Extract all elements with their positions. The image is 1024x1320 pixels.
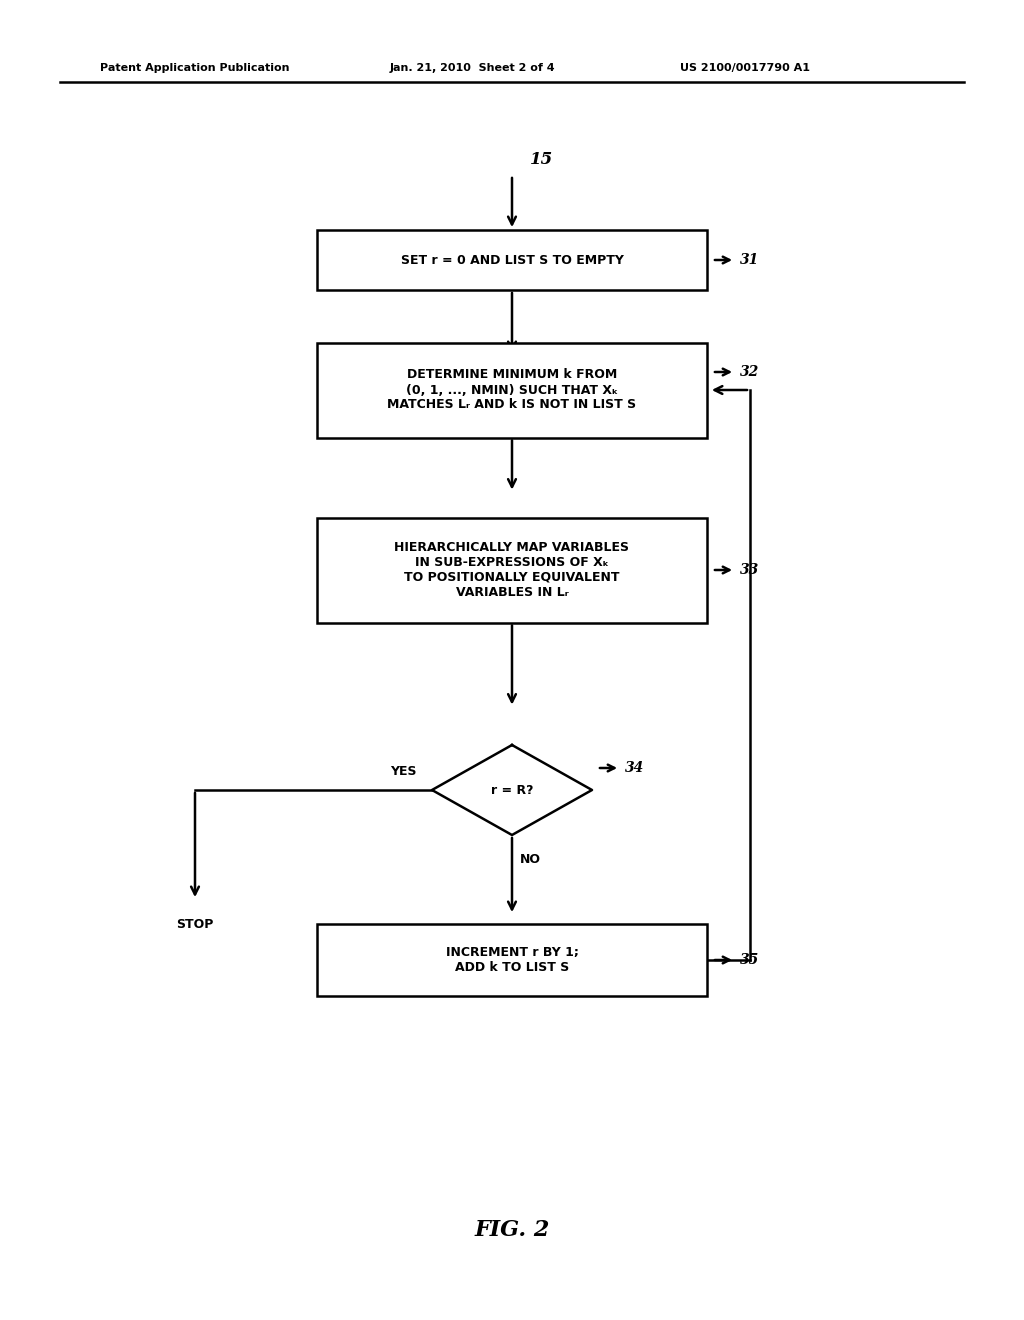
Text: US 2100/0017790 A1: US 2100/0017790 A1	[680, 63, 810, 73]
Bar	[317, 517, 707, 623]
Text: 32: 32	[740, 366, 759, 379]
Text: Jan. 21, 2010  Sheet 2 of 4: Jan. 21, 2010 Sheet 2 of 4	[390, 63, 556, 73]
Bar	[317, 924, 707, 997]
Text: HIERARCHICALLY MAP VARIABLES
IN SUB-EXPRESSIONS OF Xₖ
TO POSITIONALLY EQUIVALENT: HIERARCHICALLY MAP VARIABLES IN SUB-EXPR…	[394, 541, 630, 599]
Text: 31: 31	[740, 253, 759, 267]
Text: SET r = 0 AND LIST S TO EMPTY: SET r = 0 AND LIST S TO EMPTY	[400, 253, 624, 267]
Text: 33: 33	[740, 564, 759, 577]
Text: 34: 34	[625, 762, 644, 775]
Text: r = R?: r = R?	[490, 784, 534, 796]
Bar	[317, 342, 707, 437]
Text: INCREMENT r BY 1;
ADD k TO LIST S: INCREMENT r BY 1; ADD k TO LIST S	[445, 946, 579, 974]
Text: 15: 15	[530, 152, 553, 169]
Text: 35: 35	[740, 953, 759, 968]
Text: FIG. 2: FIG. 2	[474, 1218, 550, 1241]
Text: YES: YES	[390, 766, 417, 777]
Text: STOP: STOP	[176, 917, 214, 931]
Text: Patent Application Publication: Patent Application Publication	[100, 63, 290, 73]
Text: DETERMINE MINIMUM k FROM
(0, 1, ..., NMIN) SUCH THAT Xₖ
MATCHES Lᵣ AND k IS NOT : DETERMINE MINIMUM k FROM (0, 1, ..., NMI…	[387, 368, 637, 412]
Text: NO: NO	[520, 853, 541, 866]
Bar	[317, 230, 707, 290]
